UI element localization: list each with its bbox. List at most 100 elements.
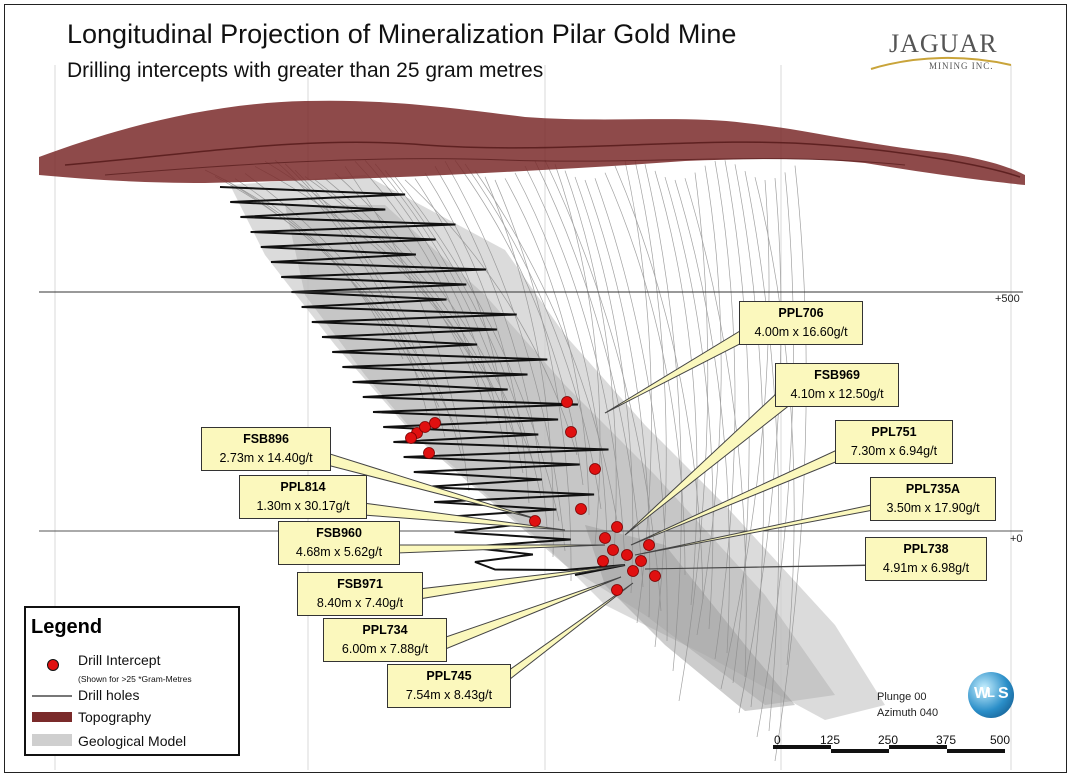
drill-hole-line — [674, 179, 730, 654]
drill-hole-line — [678, 172, 709, 702]
callout-value: 7.30m x 6.94g/t — [850, 444, 938, 458]
elevation-label-500: +500 — [995, 293, 1020, 305]
drill-hole-line — [756, 172, 794, 738]
page-subtitle: Drilling intercepts with greater than 25… — [67, 59, 544, 82]
callout-value: 1.30m x 30.17g/t — [256, 499, 350, 513]
legend-drill-holes: Drill holes — [78, 687, 140, 703]
drill-intercept-dot — [649, 570, 661, 582]
drill-hole-line — [604, 172, 686, 576]
drill-hole-line — [434, 165, 548, 528]
drill-intercept-points — [405, 396, 661, 596]
legend-geological-model: Geological Model — [78, 733, 187, 749]
drill-hole-line — [624, 160, 652, 624]
callout-ppl814: PPL814 1.30m x 30.17g/t — [239, 475, 367, 519]
drill-hole-line — [314, 179, 500, 420]
drill-intercept-dot — [575, 503, 587, 515]
drill-intercept-dot — [589, 463, 601, 475]
drill-intercept-dot — [611, 584, 623, 596]
callout-value: 4.68m x 5.62g/t — [295, 545, 383, 559]
scale-label-250: 250 — [878, 733, 899, 747]
drill-hole-line — [384, 170, 542, 498]
drill-intercept-dot — [627, 565, 639, 577]
drill-hole-line — [334, 172, 536, 468]
scale-label-375: 375 — [936, 733, 957, 747]
callout-fsb971: FSB971 8.40m x 7.40g/t — [297, 572, 423, 616]
drill-hole-line — [284, 163, 446, 438]
drill-intercept-dot — [529, 515, 541, 527]
drill-hole-line — [454, 160, 584, 486]
callout-name: PPL738 — [903, 542, 949, 556]
page-title: Longitudinal Projection of Mineralizatio… — [67, 19, 737, 49]
drill-hole-line — [404, 179, 578, 456]
projection-scene — [39, 65, 1025, 770]
drill-hole-line — [634, 160, 667, 648]
callout-name: FSB960 — [316, 526, 362, 540]
legend-heading: Legend — [31, 616, 103, 638]
callout-ppl734: PPL734 6.00m x 7.88g/t — [323, 618, 447, 662]
drill-hole-line — [696, 165, 722, 636]
drill-hole-line — [724, 160, 750, 684]
drill-intercept-dot — [565, 426, 577, 438]
drill-hole-line — [754, 177, 795, 666]
callout-ppl706: PPL706 4.00m x 16.60g/t — [739, 301, 863, 345]
drill-hole-line — [644, 164, 682, 672]
legend-drill-intercept-note: (Shown for >25 *Gram-Metres — [78, 674, 192, 684]
drill-hole-line — [494, 179, 572, 582]
callout-value: 4.91m x 6.98g/t — [882, 561, 970, 575]
callout-value: 7.54m x 8.43g/t — [405, 688, 493, 702]
drill-intercept-dot — [607, 544, 619, 556]
legend-drill-intercept: Drill Intercept — [78, 652, 161, 668]
drill-hole-line — [564, 170, 617, 570]
drill-hole-line — [294, 169, 464, 462]
drill-hole-line — [574, 176, 634, 594]
legend: Legend Drill Intercept (Shown for >25 *G… — [24, 606, 240, 756]
callout-name: PPL735A — [905, 482, 961, 496]
company-logo: JAGUAR MINING INC. — [867, 27, 1015, 79]
legend-geological-model-swatch — [32, 734, 72, 746]
wls-logo: W L S — [968, 672, 1014, 718]
drill-intercept-dot — [599, 532, 611, 544]
drill-hole-line — [504, 178, 590, 516]
wls-letter: S — [998, 685, 1009, 702]
wls-letter: L — [987, 685, 995, 700]
scale-label-0: 0 — [774, 733, 781, 747]
drill-hole-line — [424, 172, 530, 504]
legend-topography: Topography — [78, 709, 152, 725]
logo-swoosh — [870, 56, 1012, 70]
scale-label-125: 125 — [820, 733, 841, 747]
orientation-info: Plunge 00 Azimuth 040 — [877, 689, 938, 721]
drill-hole-line — [514, 172, 608, 540]
drill-hole-line — [274, 159, 428, 414]
drill-intercept-dot — [419, 421, 431, 433]
drill-hole-line — [464, 163, 602, 510]
scale-bar — [773, 745, 1005, 753]
drill-intercept-dot — [405, 432, 417, 444]
figure-frame: Longitudinal Projection of Mineralizatio… — [4, 4, 1067, 773]
callout-value: 4.10m x 12.50g/t — [790, 387, 884, 401]
drill-intercept-dot — [429, 417, 441, 429]
callout-name: PPL814 — [280, 480, 326, 494]
drill-intercept-dot — [611, 521, 623, 533]
legend-drill-hole-swatch — [32, 695, 72, 697]
callout-value: 8.40m x 7.40g/t — [316, 596, 404, 610]
drill-hole-line — [744, 170, 780, 732]
drill-intercept-dot — [643, 539, 655, 551]
callout-fsb969: FSB969 4.10m x 12.50g/t — [775, 363, 899, 407]
drill-intercept-dot — [597, 555, 609, 567]
wls-letter: W — [974, 685, 990, 702]
drill-hole-line — [554, 163, 601, 546]
legend-intercept-dot-icon — [47, 659, 59, 671]
elevation-label-0: +0 — [1010, 533, 1023, 545]
drill-intercept-dot — [635, 555, 647, 567]
callout-ppl735a: PPL735A 3.50m x 17.90g/t — [870, 477, 996, 521]
callout-value: 2.73m x 14.40g/t — [219, 451, 313, 465]
callout-name: PPL706 — [778, 306, 824, 320]
callout-ppl751: PPL751 7.30m x 6.94g/t — [835, 420, 953, 464]
callout-name: FSB896 — [243, 432, 289, 446]
drill-intercept-dot — [621, 549, 633, 561]
drill-hole-line — [264, 160, 494, 390]
callout-name: FSB969 — [814, 368, 860, 382]
plunge-label: Plunge 00 — [877, 691, 927, 703]
scale-label-500: 500 — [990, 733, 1011, 747]
callout-name: PPL745 — [426, 669, 472, 683]
